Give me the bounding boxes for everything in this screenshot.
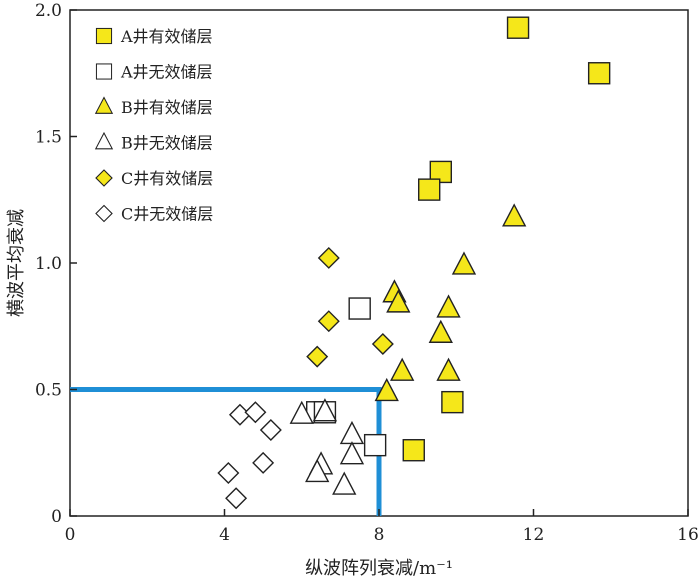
square-point [402, 439, 425, 462]
threshold-box [70, 387, 382, 516]
x-tick-label: 0 [65, 525, 76, 545]
square-point [506, 16, 530, 39]
diamond-point [317, 246, 340, 269]
triangle-point [451, 251, 477, 275]
square-point [363, 433, 387, 457]
x-tick-label: 16 [677, 525, 699, 545]
y-axis-title: 横波平均衰减 [6, 209, 27, 317]
legend-item: C井无效储层 [95, 204, 213, 224]
axes: 0 4 8 12 16 0 0.5 1.0 1.5 2.0 [35, 1, 699, 545]
triangle-point [374, 377, 399, 402]
triangle-point [428, 319, 453, 343]
triangle-point [339, 420, 365, 445]
triangle-point [390, 357, 415, 381]
diamond-point [217, 462, 240, 484]
legend-marker [95, 169, 113, 187]
legend-item: B井无效储层 [94, 131, 213, 153]
legend-item: A井有效储层 [95, 27, 213, 46]
y-tick-label: 2.0 [35, 1, 62, 21]
legend-label: A井有效储层 [120, 27, 213, 46]
diamond-point [244, 401, 267, 424]
legend-label: B井有效储层 [121, 98, 213, 117]
y-tick-label: 0 [51, 507, 62, 527]
triangle-point [332, 471, 357, 495]
y-tick-label: 0.5 [35, 381, 62, 401]
diamond-point [306, 345, 329, 368]
square-point [429, 160, 452, 184]
triangle-point [339, 441, 365, 465]
x-axis-title: 纵波阵列衰减/m⁻¹ [305, 558, 453, 578]
series-0 [402, 16, 611, 462]
square-point [441, 390, 464, 414]
triangle-point [386, 289, 411, 313]
legend-item: A井无效储层 [95, 63, 213, 82]
triangle-point [312, 398, 338, 422]
square-point [348, 297, 371, 320]
legend-label: C井有效储层 [121, 169, 213, 188]
y-tick-label: 1.0 [35, 254, 62, 274]
triangle-point [289, 400, 314, 424]
series-4 [306, 246, 394, 368]
legend-marker [94, 96, 114, 114]
legend-item: C井有效储层 [95, 169, 213, 188]
triangle-point [436, 294, 461, 318]
data-markers [217, 16, 611, 510]
legend-label: A井无效储层 [120, 63, 213, 82]
x-tick-label: 8 [374, 525, 385, 545]
legend-marker [94, 131, 114, 150]
legend-label: B井无效储层 [121, 134, 213, 153]
square-point [587, 62, 611, 85]
legend-marker [95, 27, 113, 45]
legend-item: B井有效储层 [94, 96, 213, 117]
triangle-point [436, 357, 461, 381]
diamond-point [252, 451, 275, 474]
legend: A井有效储层 A井无效储层 B井有效储层 B井无效储层 C井有效储层 C井无效储层 [94, 27, 213, 224]
legend-marker [95, 63, 113, 80]
diamond-point [259, 418, 282, 441]
series-3 [289, 398, 365, 495]
series-5 [217, 401, 282, 510]
triangle-point [305, 458, 330, 483]
diamond-point [225, 487, 248, 510]
diamond-point [317, 310, 340, 333]
legend-label: C井无效储层 [121, 205, 213, 224]
series-2 [374, 203, 527, 402]
threshold-line [70, 387, 382, 516]
x-tick-label: 12 [523, 525, 545, 545]
diamond-point [371, 332, 394, 355]
triangle-point [502, 203, 527, 227]
y-tick-label: 1.5 [35, 128, 62, 148]
square-point [418, 178, 441, 201]
legend-marker [95, 204, 113, 223]
x-tick-label: 4 [219, 525, 230, 545]
